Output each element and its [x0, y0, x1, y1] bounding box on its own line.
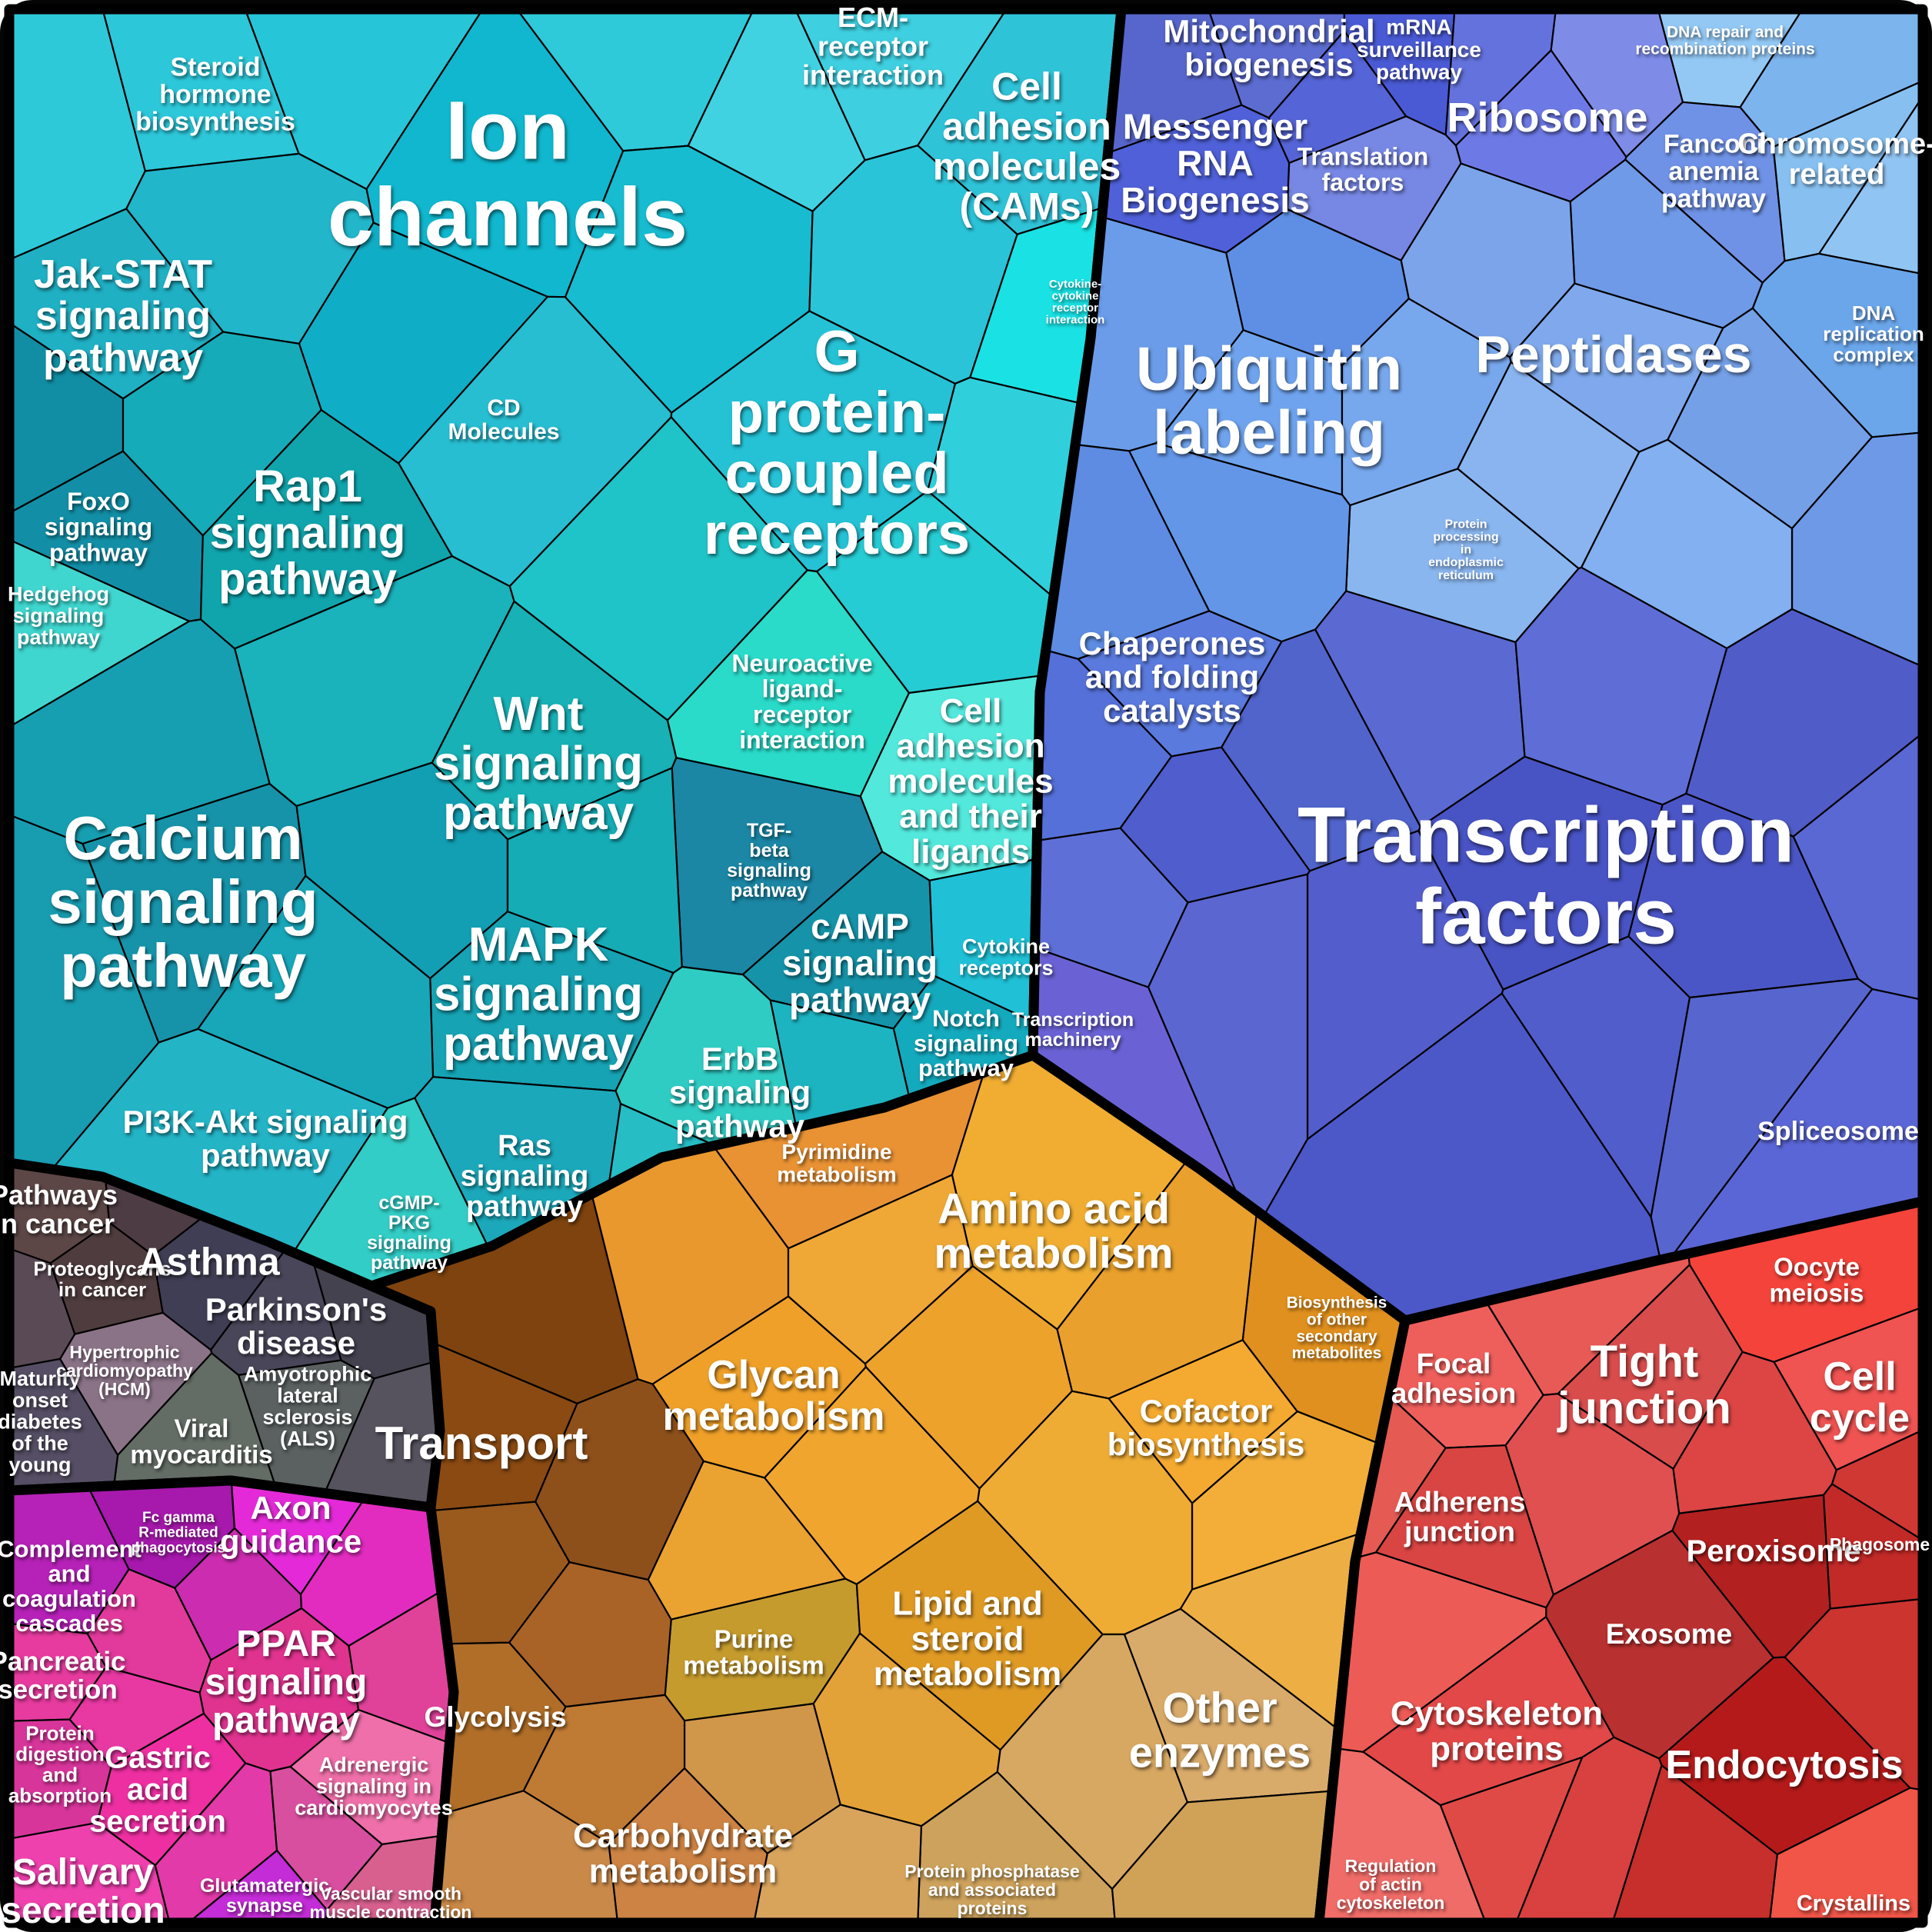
- cell-unlabeled[interactable]: [508, 416, 808, 721]
- group-genetic-information-processing: [1028, 4, 1928, 1326]
- cell-unlabeled[interactable]: [298, 222, 549, 465]
- group-cellular-processes: [1314, 1196, 1928, 1928]
- cell-unlabeled[interactable]: [68, 1666, 205, 1767]
- cell-unlabeled[interactable]: [1672, 1351, 1837, 1514]
- cell-unlabeled[interactable]: [234, 555, 515, 808]
- cell-unlabeled[interactable]: [8, 618, 271, 845]
- cell-unlabeled[interactable]: [269, 1766, 383, 1911]
- cell-unlabeled[interactable]: [122, 331, 322, 537]
- cell-unlabeled[interactable]: [506, 767, 683, 974]
- group-signaling-and-cell-communication: [4, 4, 1127, 1291]
- group-organismal-systems: [4, 1475, 459, 1928]
- cell-unlabeled[interactable]: [1267, 30, 1407, 164]
- group-border-cellular-processes: [1314, 1196, 1928, 1928]
- group-metabolism: [366, 1050, 1411, 1928]
- cell-unlabeled[interactable]: [647, 1460, 847, 1621]
- cell-unlabeled[interactable]: [1341, 298, 1512, 507]
